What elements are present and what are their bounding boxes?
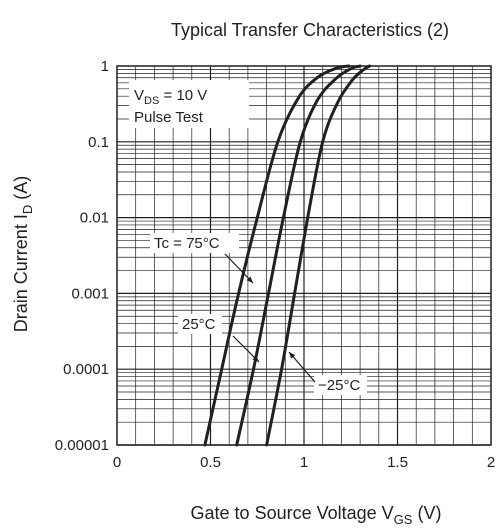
y-tick-label: 0.01 <box>80 210 109 227</box>
annotation-leader <box>288 351 316 383</box>
x-axis-label: Gate to Source Voltage VGS (V) <box>191 503 442 527</box>
series-line-1 <box>203 64 351 447</box>
annotation-arrowhead <box>252 355 259 362</box>
chart-title: Typical Transfer Characteristics (2) <box>171 20 449 40</box>
series-line-2 <box>235 64 362 447</box>
annotation-arrowhead <box>246 276 253 283</box>
pulse-test-label: Pulse Test <box>134 109 204 126</box>
curves <box>203 64 371 447</box>
annotation-backing <box>150 233 239 253</box>
y-axis-label-unit: (A) <box>11 176 31 205</box>
series-label-2: 25°C <box>182 316 216 333</box>
x-axis-label-unit: (V) <box>412 503 441 523</box>
annotation-arrowhead <box>289 352 296 359</box>
x-tick-label: 0.5 <box>200 454 221 471</box>
x-tick-label: 0 <box>113 454 121 471</box>
series-line-3 <box>265 64 371 447</box>
vds-symbol: V <box>134 87 144 104</box>
plot-frame <box>116 65 492 446</box>
annotations: Tc = 75°C 25°C −25°C <box>129 80 367 395</box>
x-axis-label-sub: GS <box>394 512 413 527</box>
y-tick-label: 0.0001 <box>63 361 109 378</box>
series-label-3: −25°C <box>318 377 360 394</box>
y-axis-label-sub: D <box>20 205 35 214</box>
y-tick-label: 0.001 <box>71 285 109 302</box>
x-axis-label-main: Gate to Source Voltage V <box>191 503 394 523</box>
y-tick-label: 0.00001 <box>55 437 109 454</box>
annotation-backing <box>178 314 222 334</box>
tick-labels: 0 0.5 1 1.5 2 1 0.1 0.01 0.001 0.0001 0.00001 <box>55 58 495 471</box>
y-axis-label: Drain Current ID (A) <box>11 176 35 332</box>
annotation-backing <box>314 375 367 395</box>
series-label-1: Tc = 75°C <box>154 235 220 252</box>
annotation-leader <box>224 253 254 284</box>
y-axis-label-main: Drain Current I <box>11 214 31 332</box>
y-tick-label: 1 <box>101 58 109 75</box>
x-tick-label: 1 <box>300 454 308 471</box>
x-tick-label: 1.5 <box>387 454 408 471</box>
vds-subscript: DS <box>144 95 159 107</box>
vds-value: = 10 V <box>159 87 207 104</box>
condition-box <box>129 80 249 128</box>
y-tick-label: 0.1 <box>88 134 109 151</box>
x-tick-label: 2 <box>487 454 495 471</box>
vds-condition: VDS = 10 V <box>134 87 207 107</box>
